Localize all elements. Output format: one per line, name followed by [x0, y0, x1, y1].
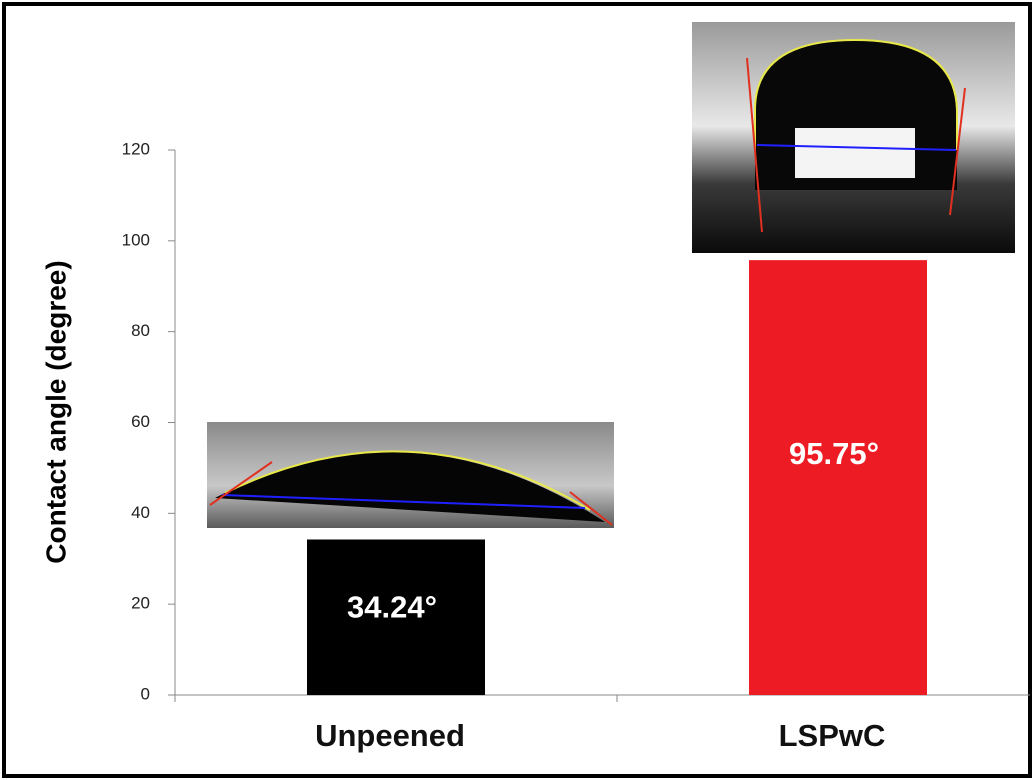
photo-lspwc — [692, 22, 1015, 253]
y-tick-label: 60 — [131, 412, 150, 431]
y-tick-label: 40 — [131, 503, 150, 522]
value-label: 95.75° — [789, 436, 879, 471]
y-tick-label: 0 — [141, 684, 150, 703]
x-tick-label: LSPwC — [779, 718, 886, 753]
x-tick-label: Unpeened — [315, 718, 465, 753]
y-tick-label: 100 — [122, 230, 150, 249]
y-tick-label: 80 — [131, 321, 150, 340]
y-tick-label: 120 — [122, 139, 150, 158]
value-label: 34.24° — [347, 590, 437, 625]
bar — [749, 260, 927, 695]
y-tick-label: 20 — [131, 594, 150, 613]
chart: Contact angle (degree) 0 20 40 60 80 100 120 U… — [0, 0, 1034, 780]
photo-unpeened — [207, 422, 614, 528]
y-axis-label: Contact angle (degree) — [40, 260, 71, 563]
